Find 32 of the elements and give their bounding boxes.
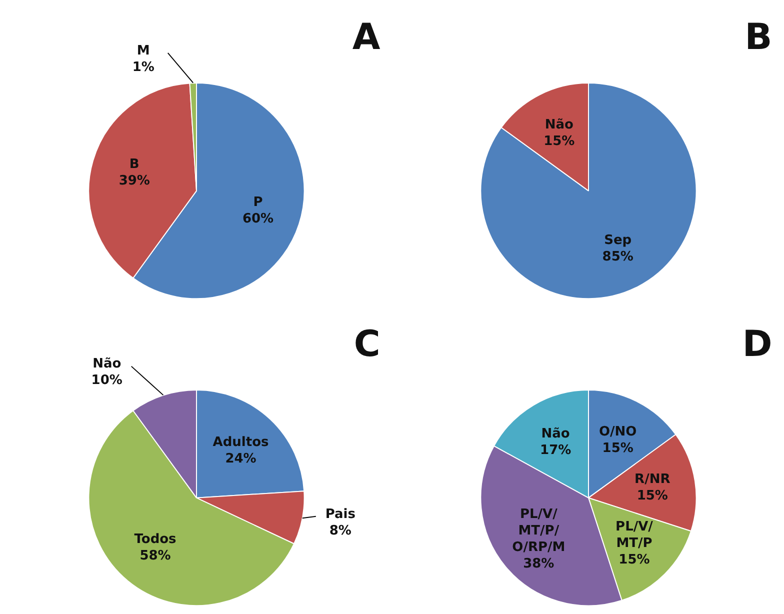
data-label: 39%	[118, 174, 150, 188]
data-label: 85%	[602, 249, 634, 264]
data-label: 17%	[540, 442, 572, 458]
slice-label: M	[136, 43, 150, 58]
data-label: 24%	[225, 451, 256, 466]
slice-label: PL/V/MT/P	[616, 520, 654, 552]
data-label: 15%	[544, 134, 575, 149]
slice-label: Adultos	[212, 434, 270, 450]
data-label: 10%	[91, 373, 122, 388]
data-label: 60%	[242, 212, 274, 227]
slice-label: PL/V/MT/P/O/RP/M	[512, 506, 566, 555]
slice-label: Sep	[604, 232, 632, 248]
chart-title: C	[354, 324, 380, 365]
slice-label: B	[129, 157, 140, 172]
slice-label: R/NR	[634, 472, 670, 487]
slice-label: Não	[541, 426, 570, 442]
slice-label: Não	[92, 356, 122, 372]
data-label: 15%	[618, 552, 650, 568]
slice-label: Pais	[325, 506, 356, 522]
chart-title: B	[744, 16, 772, 58]
slice-label: Não	[544, 117, 574, 132]
slice-label: Todos	[134, 532, 177, 548]
data-label: 38%	[523, 556, 554, 572]
chart-title: D	[742, 324, 772, 365]
data-label: 1%	[132, 60, 154, 75]
data-label: 8%	[329, 523, 352, 538]
data-label: 58%	[140, 548, 171, 564]
slice-label: O/NO	[599, 424, 637, 440]
data-label: 15%	[636, 488, 668, 504]
chart-title: A	[352, 16, 380, 58]
data-label: 15%	[602, 440, 634, 456]
slice-label: P	[253, 195, 263, 210]
